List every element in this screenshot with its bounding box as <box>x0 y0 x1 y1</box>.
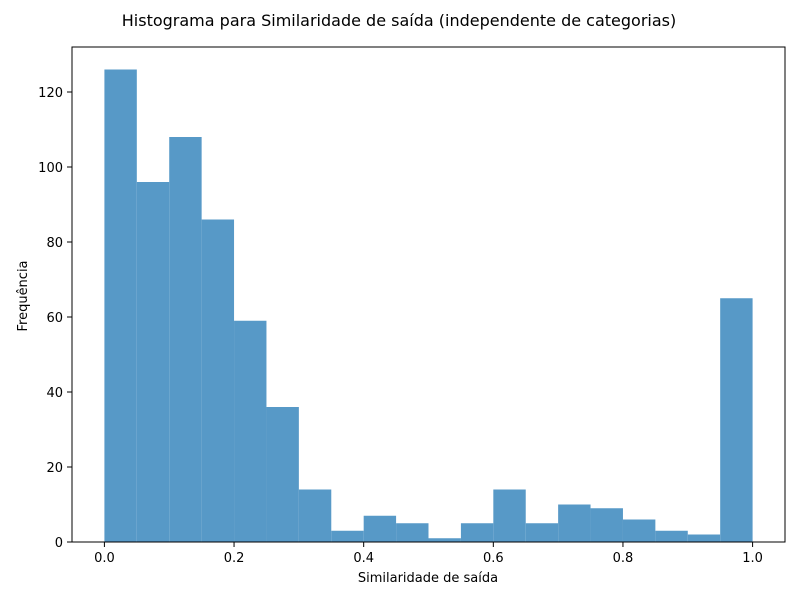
x-tick-label: 0.6 <box>483 551 504 566</box>
chart-title: Histograma para Similaridade de saída (i… <box>122 11 676 30</box>
bars-group <box>104 69 753 542</box>
histogram-bar <box>169 137 202 542</box>
histogram-bar <box>655 530 688 542</box>
y-tick-label: 0 <box>55 536 63 551</box>
x-tick-label: 0.8 <box>613 551 634 566</box>
y-tick-label: 80 <box>46 236 63 251</box>
histogram-bar <box>558 504 591 542</box>
x-tick-label: 0.0 <box>94 551 115 566</box>
histogram-bar <box>720 298 753 542</box>
histogram-bar <box>493 489 526 542</box>
histogram-bar <box>298 489 332 542</box>
plot-frame <box>71 46 786 543</box>
histogram-bar <box>363 515 397 542</box>
histogram-bar <box>234 320 267 542</box>
histogram-bar <box>331 530 364 542</box>
histogram-bar <box>396 523 429 542</box>
y-axis-label: Frequência <box>16 260 31 331</box>
y-axis-ticks: 0 20 40 60 80 100 120 <box>38 86 72 551</box>
histogram-bar <box>136 182 170 542</box>
histogram-bar <box>525 523 559 542</box>
x-axis-ticks: 0.0 0.2 0.4 0.6 0.8 1.0 <box>94 542 763 566</box>
histogram-bar <box>428 538 461 542</box>
y-tick-label: 100 <box>38 161 63 176</box>
histogram-bar <box>266 407 299 542</box>
histogram-bar <box>460 523 494 542</box>
histogram-bar <box>622 519 656 542</box>
x-tick-label: 0.2 <box>224 551 245 566</box>
y-tick-label: 120 <box>38 86 63 101</box>
histogram-bar <box>201 219 235 542</box>
x-tick-label: 1.0 <box>742 551 763 566</box>
y-tick-label: 60 <box>46 311 63 326</box>
histogram-bar <box>104 69 137 542</box>
y-tick-label: 40 <box>46 386 63 401</box>
x-axis-label: Similaridade de saída <box>358 571 498 586</box>
histogram-bar <box>590 508 623 542</box>
y-tick-label: 20 <box>46 461 63 476</box>
x-tick-label: 0.4 <box>353 551 374 566</box>
histogram-bar <box>687 534 721 542</box>
